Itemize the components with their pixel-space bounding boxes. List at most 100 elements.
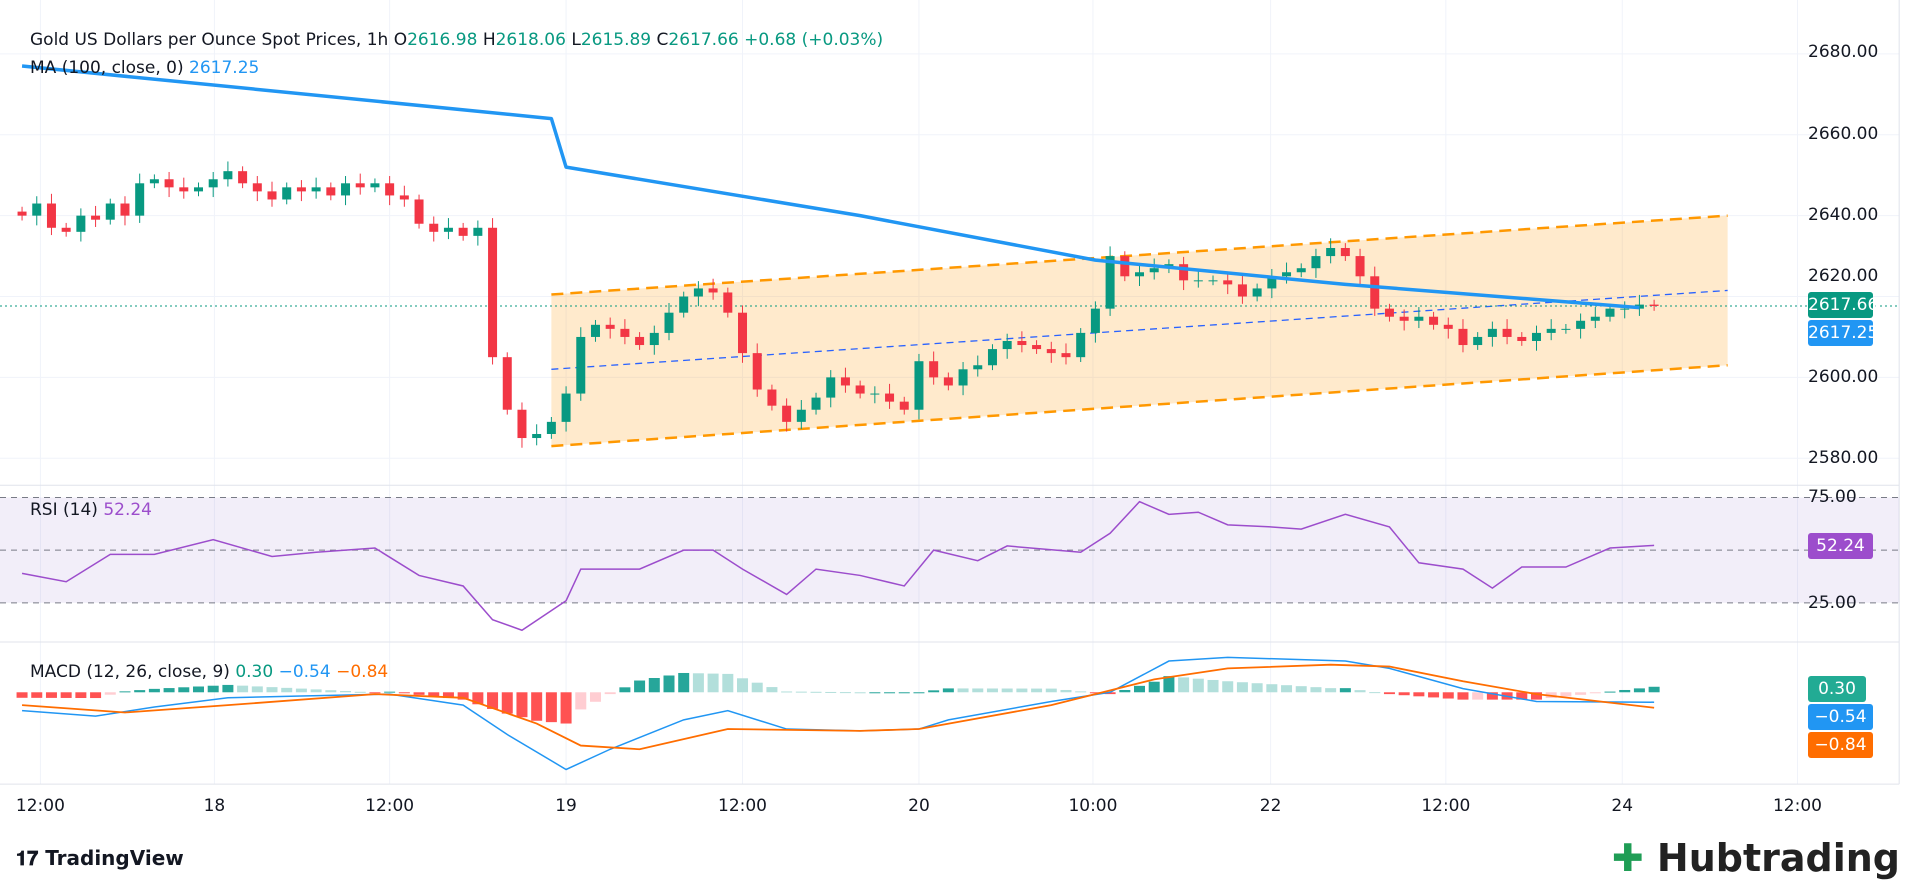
candle: [723, 287, 733, 318]
candle: [635, 332, 645, 350]
candle-body: [1061, 353, 1071, 358]
tradingview-text: TradingView: [45, 846, 184, 870]
candle: [1429, 311, 1439, 330]
macd-histogram-bar: [442, 692, 454, 699]
time-tick: 24: [1611, 796, 1634, 816]
candle-body: [1605, 308, 1615, 317]
candle: [399, 185, 409, 207]
candle-body: [120, 203, 130, 216]
candle-body: [341, 183, 351, 196]
macd-histogram-bar: [1604, 691, 1616, 693]
open-label: O: [393, 30, 408, 50]
candle-body: [840, 377, 850, 386]
macd-histogram-bar: [707, 673, 719, 693]
macd-histogram-bar: [1457, 692, 1469, 700]
macd-histogram-bar: [634, 680, 646, 693]
macd-histogram-bar: [516, 692, 528, 718]
candle-body: [1032, 345, 1042, 350]
macd-histogram-bar: [45, 692, 57, 698]
candle: [1546, 319, 1556, 341]
candle-body: [238, 171, 248, 184]
candle-body: [135, 183, 145, 216]
macd-histogram-bar: [692, 673, 704, 693]
macd-histogram-bar: [1089, 692, 1101, 694]
candle-body: [355, 183, 365, 188]
macd-histogram-bar: [413, 692, 425, 695]
candle: [576, 327, 586, 401]
rsi-tag: 52.24: [1808, 533, 1873, 559]
candle-body: [458, 227, 468, 236]
candle-body: [870, 393, 880, 395]
candle: [1399, 309, 1409, 331]
macd-histogram-bar: [237, 685, 249, 693]
symbol-title: Gold US Dollars per Ounce Spot Prices, 1…: [30, 30, 389, 50]
candle-body: [1002, 340, 1012, 350]
time-tick: 20: [908, 796, 930, 816]
candle: [1105, 246, 1115, 316]
candle-body: [899, 401, 909, 410]
candle: [1061, 343, 1071, 365]
candle-body: [164, 179, 174, 188]
macd-histogram-bar: [1266, 684, 1278, 693]
candle: [502, 352, 512, 415]
time-tick: 12:00: [365, 796, 415, 816]
rsi-tick: 25.00: [1808, 593, 1857, 613]
candle: [1149, 258, 1159, 280]
candle: [855, 380, 865, 399]
candle: [1296, 263, 1306, 278]
candle-body: [223, 171, 233, 180]
macd-histogram-bar: [1428, 692, 1440, 698]
candle: [1620, 301, 1630, 319]
candle-body: [502, 357, 512, 410]
ma-label: MA (100, close, 0): [30, 58, 184, 78]
macd-histogram-bar: [869, 692, 881, 694]
candle: [840, 367, 850, 393]
macd-histogram-bar: [942, 688, 954, 693]
macd-histogram-bar: [825, 691, 837, 693]
candle: [105, 198, 115, 225]
candle-body: [385, 183, 395, 196]
candle: [164, 171, 174, 198]
macd-histogram-bar: [1178, 677, 1190, 693]
candle: [61, 222, 71, 237]
macd-histogram-bar: [1119, 689, 1131, 693]
candle-body: [1296, 268, 1306, 273]
low-value: 2615.89: [580, 30, 652, 50]
candle: [1502, 319, 1512, 345]
candle: [1223, 273, 1233, 295]
macd-histogram-bar: [134, 690, 146, 693]
candle-body: [282, 187, 292, 200]
candle: [649, 325, 659, 355]
price-tick: 2680.00: [1808, 42, 1879, 62]
candle-body: [546, 421, 556, 434]
macd-histogram-bar: [575, 692, 587, 710]
candle-body: [1443, 324, 1453, 329]
candle: [782, 398, 792, 432]
macd-signal-line: [21, 663, 1655, 751]
candle: [767, 384, 777, 411]
macd-histogram-bar: [251, 686, 263, 693]
candle-body: [1149, 268, 1159, 273]
candle: [693, 281, 703, 307]
candle: [135, 173, 145, 223]
candle: [546, 417, 556, 439]
macd-line-value: −0.54: [278, 662, 331, 682]
candle: [341, 176, 351, 206]
candle-body: [326, 187, 336, 196]
candle-body: [620, 328, 630, 337]
macd-histogram-bar: [531, 692, 543, 721]
candle-body: [1252, 288, 1262, 297]
price-tick: 2660.00: [1808, 124, 1879, 144]
candle: [1473, 332, 1483, 350]
candle-body: [296, 187, 306, 192]
macd-histogram-bar: [589, 692, 601, 702]
candle: [149, 174, 159, 189]
price-tick: 2640.00: [1808, 205, 1879, 225]
channel-upper-line: [551, 214, 1728, 296]
macd-histogram-bar: [1442, 692, 1454, 699]
candle-body: [1135, 272, 1145, 277]
candle-body: [429, 223, 439, 232]
macd-histogram-bar: [986, 688, 998, 693]
candle-body: [576, 336, 586, 394]
